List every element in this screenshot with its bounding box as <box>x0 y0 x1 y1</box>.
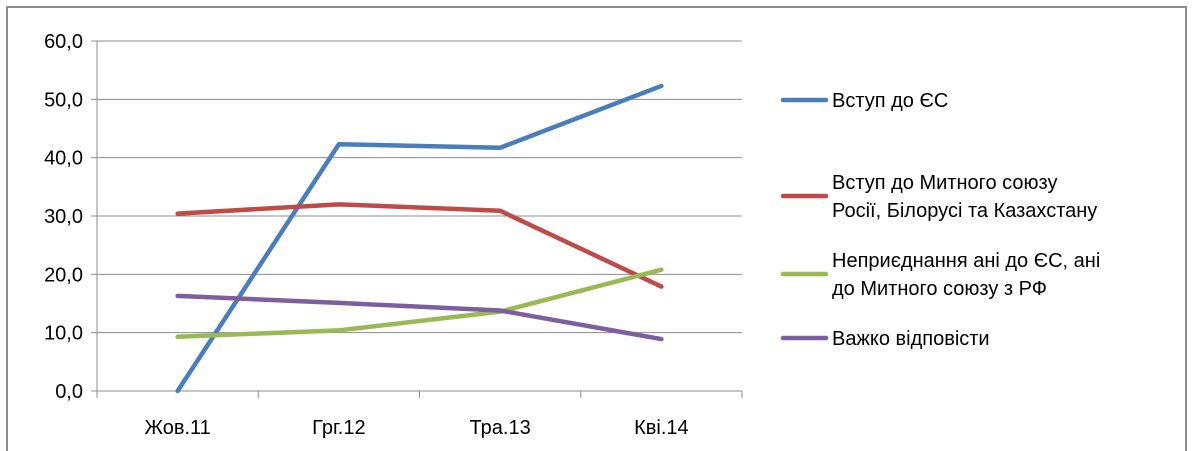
legend-label: Важко відповісти <box>832 328 990 350</box>
legend-label: Вступ до ЄС <box>832 90 948 112</box>
x-tick-label: Жов.11 <box>144 417 210 439</box>
y-tick-label: 30,0 <box>44 206 83 228</box>
x-tick-label: Грг.12 <box>312 417 366 439</box>
legend-label: Неприєднання ані до ЄС, ані до Митного со… <box>832 250 1100 300</box>
legend-label-line: до Митного союзу з РФ <box>832 278 1047 300</box>
legend-label: Вступ до Митного союзу Росії, Білорусі та… <box>832 172 1097 222</box>
legend-item-3: Неприєднання ані до ЄС, ані до Митного со… <box>780 250 1100 300</box>
x-axis-tick-labels: Жов.11 Грг.12 Тра.13 Кві.14 <box>144 417 688 439</box>
y-axis-tick-labels: 0,0 10,0 20,0 30,0 40,0 50,0 60,0 <box>44 31 83 403</box>
axes <box>91 40 743 398</box>
y-tick-label: 0,0 <box>55 381 83 403</box>
series-line-2 <box>175 202 664 289</box>
y-tick-label: 40,0 <box>44 148 83 170</box>
series-line-4 <box>175 293 664 342</box>
y-tick-label: 10,0 <box>44 323 83 345</box>
series-line-1 <box>175 83 664 394</box>
legend-label-line: Вступ до Митного союзу <box>832 172 1057 194</box>
series-line-3 <box>175 267 664 339</box>
legend: Вступ до ЄС Вступ до Митного союзу Росії, … <box>780 90 1100 350</box>
legend-item-1: Вступ до ЄС <box>780 90 948 112</box>
legend-label-line: Важко відповісти <box>832 328 990 350</box>
chart-frame <box>6 6 1187 451</box>
legend-item-4: Важко відповісти <box>780 328 990 350</box>
legend-label-line: Росії, Білорусі та Казахстану <box>832 200 1097 222</box>
series-lines <box>175 83 664 394</box>
legend-item-2: Вступ до Митного союзу Росії, Білорусі та… <box>780 172 1097 222</box>
x-tick-label: Тра.13 <box>470 417 531 439</box>
legend-label-line: Неприєднання ані до ЄС, ані <box>832 250 1100 272</box>
y-tick-label: 20,0 <box>44 264 83 286</box>
x-tick-label: Кві.14 <box>634 417 689 439</box>
y-tick-label: 50,0 <box>44 89 83 111</box>
legend-label-line: Вступ до ЄС <box>832 90 948 112</box>
gridlines <box>97 40 742 334</box>
y-tick-label: 60,0 <box>44 31 83 53</box>
